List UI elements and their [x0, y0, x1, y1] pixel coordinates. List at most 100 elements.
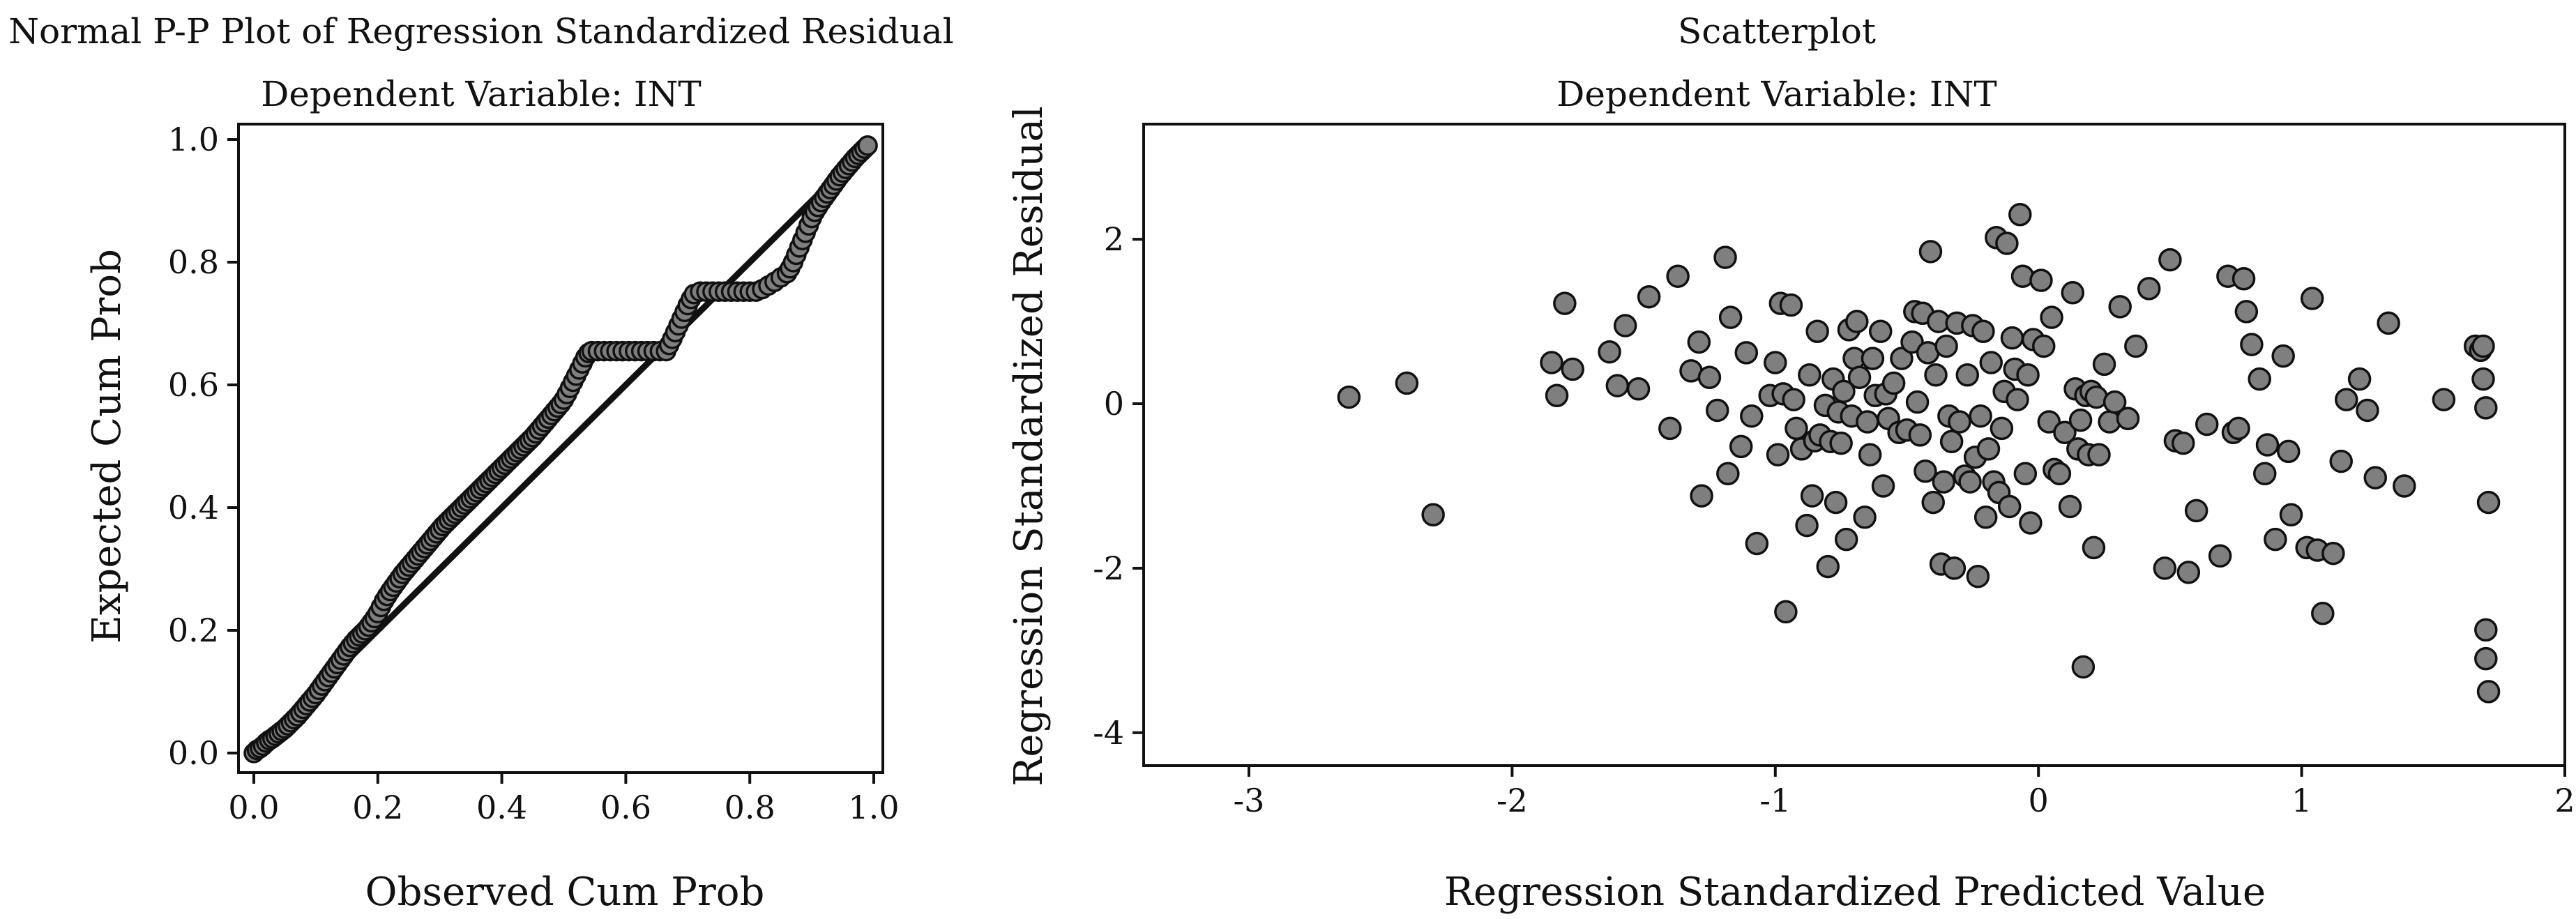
pp-plot-subtitle: Dependent Variable: INT	[261, 74, 701, 114]
scatter-point	[1705, 398, 1729, 423]
scatter-point	[2234, 300, 2259, 324]
scatter-point	[1540, 351, 1563, 374]
scatter-point	[1881, 371, 1906, 395]
scatter-point	[2264, 527, 2287, 552]
scatter-point	[2000, 326, 2024, 350]
scatter-point	[1687, 330, 1711, 354]
scatter-point	[1966, 564, 1990, 588]
scatter-point	[1734, 341, 1759, 365]
scatter-point	[1626, 377, 1651, 401]
scatter-point	[2108, 295, 2132, 319]
scatter-point	[2476, 680, 2501, 704]
scatter-point	[2068, 408, 2093, 432]
scatter-point	[2137, 277, 2161, 301]
scatter-point	[1713, 245, 1737, 269]
scatter-point	[2008, 202, 2032, 227]
scatterplot-xlabel: Regression Standardized Predicted Value	[1444, 869, 2266, 915]
scatter-x-tick-label: 1	[2291, 782, 2312, 819]
scatter-point	[1553, 291, 1577, 315]
pp-plot-xlabel: Observed Cum Prob	[365, 869, 765, 915]
scatter-point	[2335, 388, 2358, 411]
pp-plot-frame	[237, 123, 884, 774]
scatter-point	[1861, 347, 1885, 370]
scatterplot-ylabel: Regression Standardized Residual	[1006, 106, 1052, 787]
scatter-point	[1939, 430, 1964, 454]
scatter-point	[1845, 310, 1869, 333]
pp-x-tick-label: 0.0	[228, 789, 279, 826]
scatter-point	[2053, 420, 2077, 445]
scatter-point	[1905, 390, 1930, 414]
scatter-point	[1337, 385, 1361, 409]
scatter-point	[1800, 484, 1824, 508]
scatter-point	[1666, 264, 1690, 288]
scatter-point	[2172, 431, 2195, 455]
scatter-point	[1921, 490, 1945, 515]
scatter-point	[1847, 365, 1872, 390]
scatter-point	[1832, 379, 1856, 404]
scatter-point	[1798, 363, 1821, 387]
scatter-point	[2240, 333, 2264, 356]
scatter-point	[1908, 423, 1932, 447]
scatter-point	[2037, 410, 2061, 434]
scatter-point	[2474, 618, 2498, 642]
scatterplot-axes: -3 -2 -1 0 1 2 -4 -2 0 2	[1093, 220, 2575, 819]
scatter-point	[1613, 314, 1637, 337]
scatter-point	[1598, 340, 1621, 364]
pp-plot-ylabel: Expected Cum Prob	[84, 249, 130, 644]
scatter-x-tick-label: 2	[2554, 782, 2575, 819]
pp-x-tick-label: 0.6	[600, 789, 651, 826]
scatter-point	[1958, 470, 1982, 494]
scatter-point	[2087, 443, 2111, 466]
pp-point	[857, 135, 878, 156]
scatter-y-tick-label: -4	[1093, 714, 1124, 752]
pp-y-tick-label: 0.8	[168, 243, 219, 281]
scatter-point	[1545, 383, 1569, 407]
pp-plot-title: Normal P-P Plot of Regression Standardiz…	[8, 11, 953, 52]
scatterplot-frame	[1142, 123, 2566, 767]
scatter-y-tick-label: 0	[1104, 385, 1124, 423]
pp-y-tick-label: 0.4	[168, 489, 219, 526]
scatterplot-subtitle: Dependent Variable: INT	[1556, 74, 1997, 114]
scatter-point	[1764, 351, 1787, 374]
scatter-point	[2227, 416, 2250, 441]
scatter-y-tick-label: -2	[1093, 549, 1124, 587]
scatter-point	[1990, 416, 2014, 441]
scatter-x-tick-label: -1	[1759, 782, 1791, 819]
scatter-point	[2432, 388, 2456, 411]
scatter-point	[1853, 506, 1877, 529]
scatter-point	[1816, 554, 1840, 579]
scatter-point	[2047, 462, 2072, 486]
pp-plot: Normal P-P Plot of Regression Standardiz…	[8, 11, 953, 915]
scatter-point	[1900, 330, 1924, 354]
scatter-point	[1914, 459, 1937, 483]
scatter-point	[2248, 367, 2271, 391]
scatter-point	[2347, 367, 2372, 391]
scatter-point	[2300, 287, 2324, 310]
scatter-point	[2040, 305, 2063, 329]
scatter-point	[2311, 602, 2335, 625]
scatter-x-tick-label: -3	[1234, 782, 1265, 819]
scatter-point	[1973, 506, 1998, 529]
scatter-point	[2016, 363, 2040, 387]
scatter-point	[2124, 334, 2148, 358]
scatterplot-title: Scatterplot	[1678, 11, 1876, 52]
scatter-point	[2208, 544, 2232, 568]
scatter-point	[2271, 344, 2295, 368]
pp-y-tick-label: 0.0	[168, 734, 219, 772]
scatter-point	[1890, 347, 1914, 370]
pp-y-tick-label: 0.2	[168, 612, 219, 649]
scatter-point	[2061, 281, 2084, 305]
scatter-point	[2377, 311, 2400, 335]
pp-y-tick-label: 1.0	[168, 121, 219, 158]
scatter-point	[2195, 412, 2219, 436]
scatter-point	[2153, 556, 2177, 580]
scatter-point	[2103, 390, 2127, 414]
scatter-point	[2474, 646, 2498, 671]
scatter-point	[2082, 536, 2106, 560]
scatter-point	[2321, 541, 2345, 565]
scatterplot-points	[1337, 202, 2501, 704]
scatter-point	[2276, 439, 2301, 464]
scatter-point	[1774, 600, 1798, 624]
pp-x-tick-label: 0.8	[725, 789, 775, 826]
